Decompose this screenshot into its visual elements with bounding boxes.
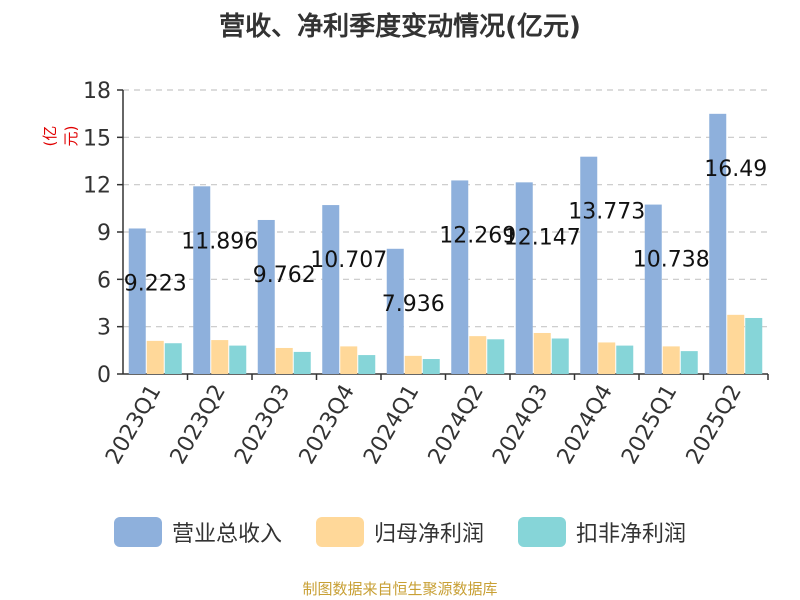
data-label: 12.147 (504, 225, 581, 250)
bar-net-profit (146, 340, 164, 374)
legend-item-deducted-net-profit[interactable]: 扣非净利润 (518, 516, 686, 548)
bar-deducted-net-profit (164, 343, 182, 374)
legend-item-revenue[interactable]: 营业总收入 (113, 516, 282, 548)
bar-net-profit (211, 340, 229, 374)
data-label: 10.707 (310, 248, 387, 273)
x-tick-label: 2023Q3 (230, 381, 295, 469)
bar-revenue (386, 248, 404, 374)
bar-net-profit (404, 355, 422, 374)
x-tick-label: 2024Q1 (359, 381, 424, 469)
y-tick-label: 15 (83, 126, 111, 151)
bar-revenue (128, 228, 146, 374)
x-tick-label: 2023Q2 (166, 381, 231, 469)
bar-deducted-net-profit (551, 338, 569, 374)
y-tick-label: 18 (83, 79, 111, 104)
x-tick-label: 2023Q1 (101, 381, 166, 469)
bar-deducted-net-profit (358, 355, 376, 374)
y-tick-label: 9 (97, 221, 111, 246)
y-tick-label: 0 (97, 363, 111, 388)
bar-net-profit (533, 332, 551, 374)
bar-revenue (322, 205, 340, 374)
data-label: 10.738 (633, 248, 710, 273)
bar-revenue (451, 180, 469, 374)
bar-deducted-net-profit (293, 351, 311, 374)
y-tick-label: 12 (83, 174, 111, 199)
bar-net-profit (598, 342, 616, 374)
legend-label-revenue: 营业总收入 (171, 522, 282, 547)
y-tick-label: 6 (97, 268, 111, 293)
legend-item-net-profit[interactable]: 归母净利润 (315, 516, 484, 548)
data-label: 12.269 (439, 223, 516, 248)
legend-swatch-revenue (113, 517, 162, 547)
data-label: 7.936 (382, 292, 445, 317)
bar-net-profit (275, 347, 293, 374)
data-label: 13.773 (568, 200, 645, 225)
bar-deducted-net-profit (680, 351, 698, 374)
data-label: 11.896 (181, 229, 258, 254)
bar-revenue (257, 219, 275, 374)
legend-swatch-net-profit (315, 517, 364, 547)
bar-revenue (515, 182, 533, 374)
legend-label-deducted-net-profit: 扣非净利润 (576, 522, 687, 547)
legend: 营业总收入 归母净利润 扣非净利润 (0, 516, 800, 548)
data-label: 9.223 (124, 271, 187, 296)
bar-net-profit (727, 314, 745, 374)
bar-revenue (193, 186, 211, 374)
x-tick-label: 2025Q1 (617, 381, 682, 469)
x-tick-label: 2025Q2 (682, 381, 747, 469)
x-tick-label: 2024Q2 (424, 381, 489, 469)
data-source-footer: 制图数据来自恒生聚源数据库 (302, 580, 498, 598)
data-label: 9.762 (253, 263, 316, 288)
bar-revenue (644, 204, 662, 374)
bar-revenue (580, 156, 598, 374)
bar-revenue (709, 113, 727, 374)
bar-deducted-net-profit (422, 359, 440, 374)
chart-title: 营收、净利季度变动情况(亿元) (219, 12, 581, 42)
bar-net-profit (340, 346, 358, 374)
legend-label-net-profit: 归母净利润 (373, 522, 484, 547)
y-tick-label: 3 (97, 316, 111, 341)
bar-deducted-net-profit (229, 345, 247, 374)
bar-deducted-net-profit (745, 317, 763, 374)
x-tick-label: 2024Q3 (488, 381, 553, 469)
data-label: 16.49 (704, 157, 767, 182)
x-tick-label: 2024Q4 (553, 381, 618, 469)
bar-deducted-net-profit (487, 339, 505, 374)
bar-net-profit (469, 336, 487, 374)
bar-net-profit (662, 346, 680, 374)
bar-deducted-net-profit (616, 345, 634, 374)
legend-swatch-deducted-net-profit (518, 517, 566, 547)
x-tick-label: 2023Q4 (295, 381, 360, 469)
